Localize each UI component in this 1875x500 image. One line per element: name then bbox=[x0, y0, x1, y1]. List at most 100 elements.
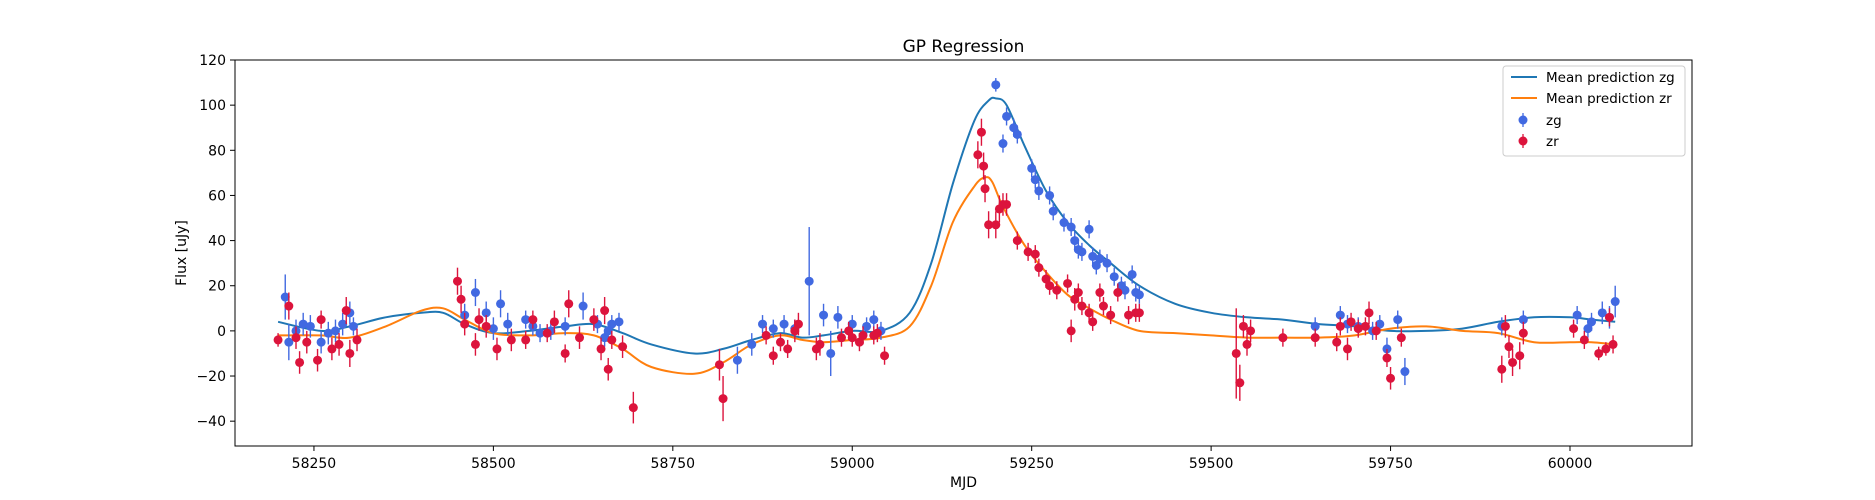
data-point-zg bbox=[1310, 321, 1320, 331]
series-zr bbox=[273, 118, 1618, 424]
data-point-zg bbox=[1335, 310, 1345, 320]
data-point-zg bbox=[470, 288, 480, 298]
data-point-zr bbox=[1231, 348, 1241, 358]
data-point-zg bbox=[1587, 317, 1597, 327]
data-point-zr bbox=[1396, 333, 1406, 343]
data-point-zg bbox=[503, 319, 513, 329]
data-point-zg bbox=[758, 319, 768, 329]
data-point-zr bbox=[549, 317, 559, 327]
data-point-zg bbox=[869, 315, 879, 325]
data-point-zr bbox=[973, 150, 983, 160]
data-point-zr bbox=[316, 315, 326, 325]
data-point-zg bbox=[284, 337, 294, 347]
data-point-zg bbox=[578, 301, 588, 311]
y-tick-label: 0 bbox=[217, 324, 226, 340]
data-point-zr bbox=[793, 319, 803, 329]
data-point-zg bbox=[1077, 247, 1087, 257]
data-point-zr bbox=[1594, 348, 1604, 358]
data-point-zr bbox=[313, 355, 323, 365]
data-point-zr bbox=[327, 344, 337, 354]
data-point-zg bbox=[1027, 163, 1037, 173]
data-point-zr bbox=[1500, 321, 1510, 331]
data-point-zr bbox=[1070, 294, 1080, 304]
data-point-zg bbox=[826, 348, 836, 358]
data-point-zr bbox=[854, 337, 864, 347]
data-point-zr bbox=[528, 315, 538, 325]
legend-box bbox=[1502, 65, 1686, 157]
x-tick-label: 58500 bbox=[471, 456, 516, 472]
data-point-zr bbox=[1088, 317, 1098, 327]
data-point-zr bbox=[1601, 344, 1611, 354]
data-point-zr bbox=[1095, 288, 1105, 298]
y-axis: −40 −20 0 20 40 60 80 100 120 bbox=[196, 53, 235, 430]
data-point-zr bbox=[1569, 324, 1579, 334]
data-point-zr bbox=[1497, 364, 1507, 374]
data-point-zr bbox=[1382, 353, 1392, 363]
x-tick-label: 58750 bbox=[651, 456, 696, 472]
data-point-zr bbox=[1310, 333, 1320, 343]
data-point-zg bbox=[1127, 269, 1137, 279]
data-point-zr bbox=[1124, 310, 1134, 320]
data-point-zr bbox=[600, 306, 610, 316]
y-tick-label: 120 bbox=[199, 53, 226, 69]
legend-label-zr-line: Mean prediction zr bbox=[1546, 91, 1672, 107]
data-point-zr bbox=[1002, 199, 1012, 209]
data-point-zr bbox=[291, 333, 301, 343]
data-point-zr bbox=[575, 333, 585, 343]
y-tick-label: −20 bbox=[196, 369, 226, 385]
data-point-zg bbox=[1002, 111, 1012, 121]
x-axis: 58250 58500 58750 59000 59250 59500 59750 60000 bbox=[292, 446, 1592, 472]
data-point-zg bbox=[732, 355, 742, 365]
data-point-zr bbox=[836, 333, 846, 343]
data-point-zr bbox=[470, 339, 480, 349]
x-tick-label: 58250 bbox=[292, 456, 337, 472]
data-point-zr bbox=[768, 351, 778, 361]
data-point-zr bbox=[761, 330, 771, 340]
y-tick-label: 20 bbox=[208, 279, 226, 295]
data-point-zg bbox=[298, 319, 308, 329]
y-axis-label: Flux [uJy] bbox=[174, 220, 190, 286]
data-point-zg bbox=[1518, 315, 1528, 325]
data-point-zr bbox=[783, 344, 793, 354]
data-point-zg bbox=[1084, 224, 1094, 234]
data-point-zg bbox=[1597, 308, 1607, 318]
data-point-zg bbox=[1102, 258, 1112, 268]
data-point-zr bbox=[1113, 288, 1123, 298]
data-point-zg bbox=[1610, 297, 1620, 307]
data-point-zg bbox=[338, 319, 348, 329]
data-point-zg bbox=[603, 326, 613, 336]
data-point-zg bbox=[600, 333, 610, 343]
data-point-zr bbox=[980, 184, 990, 194]
data-point-zr bbox=[460, 319, 470, 329]
data-point-zr bbox=[775, 337, 785, 347]
data-point-zg bbox=[535, 328, 545, 338]
data-point-zg bbox=[1009, 123, 1019, 133]
data-point-zg bbox=[305, 321, 315, 331]
data-point-zr bbox=[1012, 236, 1022, 246]
data-point-zg bbox=[1091, 260, 1101, 270]
data-point-zr bbox=[1238, 321, 1248, 331]
data-point-zg bbox=[768, 324, 778, 334]
data-point-zr bbox=[979, 161, 989, 171]
data-point-zg bbox=[496, 299, 506, 309]
data-point-zg bbox=[1109, 272, 1119, 282]
data-point-zg bbox=[1583, 324, 1593, 334]
data-point-zr bbox=[273, 335, 283, 345]
data-point-zr bbox=[714, 360, 724, 370]
data-point-zg bbox=[488, 324, 498, 334]
data-point-zr bbox=[618, 342, 628, 352]
data-point-zg bbox=[607, 319, 617, 329]
data-point-zg bbox=[614, 317, 624, 327]
legend-label-zr-points: zr bbox=[1546, 134, 1559, 150]
legend-swatch-zr-marker bbox=[1518, 136, 1528, 146]
data-point-zr bbox=[1077, 301, 1087, 311]
data-point-zr bbox=[1034, 263, 1044, 273]
data-point-zr bbox=[790, 326, 800, 336]
data-point-zr bbox=[474, 315, 484, 325]
data-point-zr bbox=[1246, 326, 1256, 336]
x-tick-label: 59750 bbox=[1368, 456, 1413, 472]
data-point-zr bbox=[1242, 339, 1252, 349]
data-point-zg bbox=[991, 80, 1001, 90]
data-point-zr bbox=[1278, 333, 1288, 343]
data-point-zg bbox=[1012, 129, 1022, 139]
